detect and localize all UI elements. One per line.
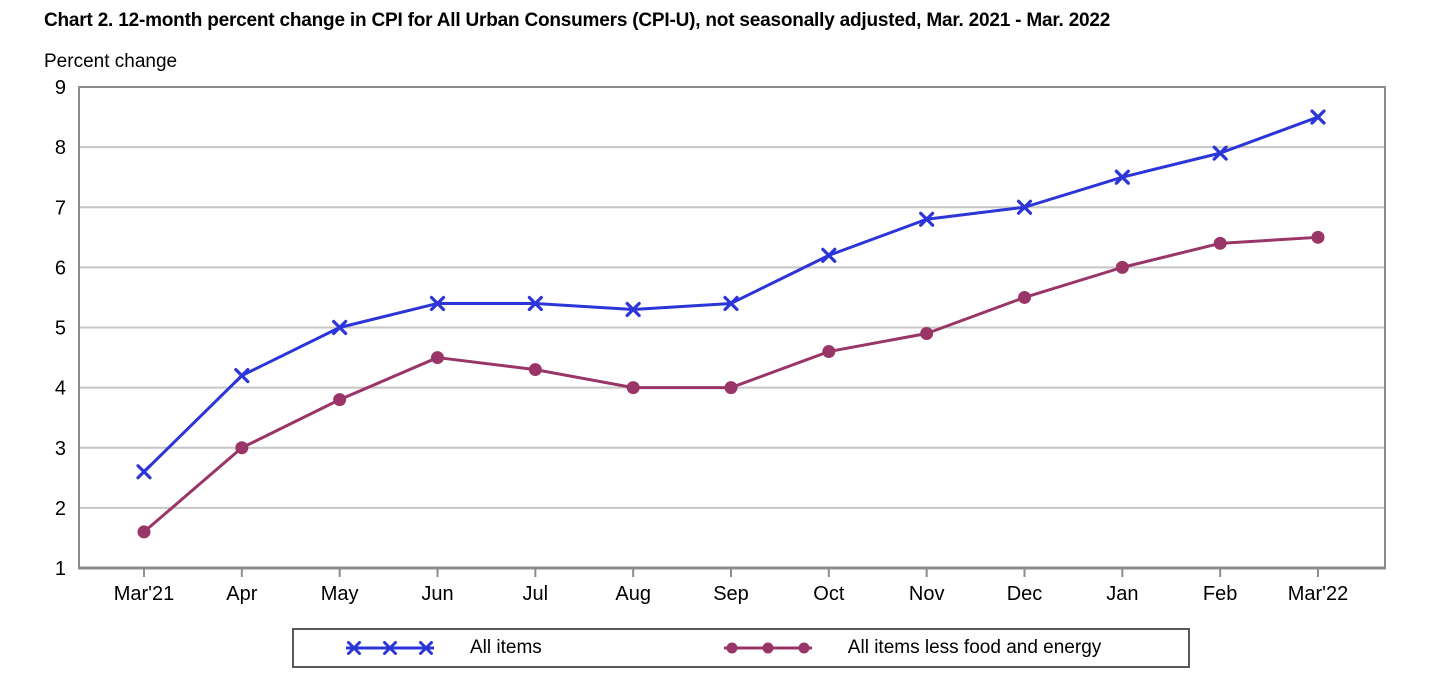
legend-entry-all-items: All items [344,637,542,659]
data-point-marker-all-items [821,247,837,263]
y-axis-label: 6 [55,257,66,279]
x-axis-label: Apr [226,583,257,605]
data-point-marker-all-items-less-food-and-energy [1018,290,1031,304]
data-point-marker-all-items-less-food-and-energy [1311,230,1325,244]
legend-line-x-marker-icon [346,641,434,655]
x-axis-label: Jun [421,583,453,605]
legend-label-all-items: All items [470,637,542,658]
x-axis-label: Mar'22 [1288,583,1349,605]
chart-legend: All items All items less food and energy [292,628,1190,668]
legend-sample-marker [762,642,774,654]
x-axis-label: May [321,583,359,605]
data-point-marker-all-items-less-food-and-energy [1213,236,1227,250]
x-axis-label: Sep [713,583,749,605]
legend-sample-marker [798,642,810,654]
data-point-marker-all-items-less-food-and-energy [137,525,151,539]
y-axis-label: 5 [55,318,66,340]
legend-sample-marker [383,641,397,655]
data-point-marker-all-items [234,368,250,384]
y-axis-label: 1 [55,558,66,580]
x-axis-label: Mar'21 [114,583,175,605]
data-point-marker-all-items-less-food-and-energy [431,351,444,365]
x-axis-label: Dec [1007,583,1043,605]
data-point-marker-all-items [1212,145,1228,161]
data-point-marker-all-items [919,211,935,227]
data-point-marker-all-items-less-food-and-energy [920,327,934,341]
data-point-marker-all-items-less-food-and-energy [333,393,347,407]
data-point-marker-all-items-less-food-and-energy [528,363,542,377]
y-axis-label: 8 [55,137,66,159]
legend-entry-all-items-less-food-energy: All items less food and energy [722,637,1101,659]
data-point-marker-all-items [332,319,348,336]
data-point-marker-all-items [723,295,739,312]
data-point-marker-all-items [1016,199,1033,215]
data-point-marker-all-items-less-food-and-energy [235,441,249,455]
data-point-marker-all-items-less-food-and-energy [724,381,738,395]
data-point-marker-all-items [527,295,543,312]
data-point-marker-all-items [625,301,641,318]
series-line-all-items [142,115,1320,474]
chart-title: Chart 2. 12-month percent change in CPI … [44,10,1111,31]
data-point-marker-all-items [429,295,446,312]
x-axis-label: Nov [909,583,945,605]
x-axis-label: Aug [615,583,651,605]
data-point-marker-all-items [136,464,152,480]
y-axis-label: 2 [55,498,66,520]
y-axis-label: 9 [55,77,66,99]
data-point-marker-all-items-less-food-and-energy [1115,260,1129,274]
x-axis-label: Oct [813,583,845,605]
legend-sample-marker [726,642,738,654]
data-point-marker-all-items [1310,109,1326,125]
legend-label-all-items-less-food-energy: All items less food and energy [847,637,1102,658]
legend-line-circle-marker-icon [723,642,812,654]
y-axis-label: 7 [55,197,66,219]
x-axis-label: Jan [1106,583,1138,605]
legend-sample-marker [419,641,433,655]
y-axis-label: 4 [55,378,66,400]
y-axis-label: 3 [55,438,66,460]
data-point-marker-all-items-less-food-and-energy [626,381,640,395]
y-axis-units-label: Percent change [44,51,178,72]
legend-sample-marker [347,641,361,655]
data-point-marker-all-items-less-food-and-energy [822,345,836,359]
x-axis-label: Feb [1203,583,1237,605]
data-point-marker-all-items [1114,169,1130,185]
x-axis-label: Jul [523,583,549,605]
